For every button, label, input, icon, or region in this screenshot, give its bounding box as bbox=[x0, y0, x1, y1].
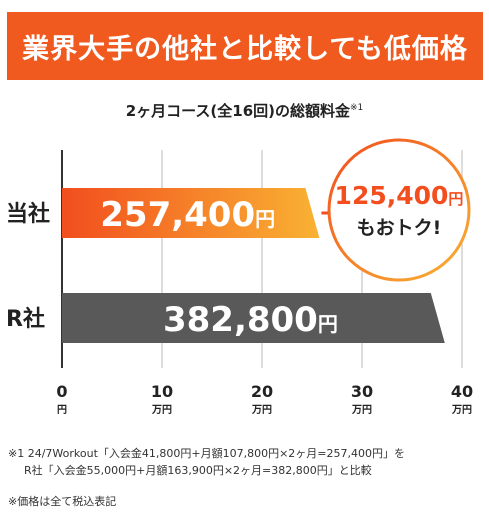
category-label: R社 bbox=[6, 306, 45, 332]
callout-text: もおトク! bbox=[357, 217, 442, 239]
tick-unit: 万円 bbox=[151, 404, 172, 416]
bar-competitor bbox=[62, 293, 445, 343]
tick-label: 40 bbox=[451, 382, 473, 401]
headline-banner: 業界大手の他社と比較しても低価格 bbox=[7, 12, 483, 80]
footnote-1: ※1 24/7Workout「入会金41,800円+月額107,800円×2ヶ月… bbox=[8, 447, 406, 460]
headline-title: 業界大手の他社と比較しても低価格 bbox=[22, 33, 468, 65]
footnote-tax: ※価格は全て税込表記 bbox=[8, 495, 117, 508]
chart-title-text: 2ヶ月コース(全16回)の総額料金 bbox=[125, 102, 350, 120]
chart-title-note-mark: ※1 bbox=[350, 103, 364, 113]
chart-title: 2ヶ月コース(全16回)の総額料金※1 bbox=[0, 100, 489, 121]
tick-unit: 万円 bbox=[351, 404, 372, 416]
tick-label: 10 bbox=[151, 382, 173, 401]
tick-unit: 万円 bbox=[251, 404, 272, 416]
bar-value-unit: 円 bbox=[318, 312, 338, 336]
bar-value-label: 382,800円 bbox=[163, 300, 338, 340]
tick-unit: 円 bbox=[57, 404, 67, 416]
bar-own bbox=[62, 188, 320, 238]
callout-amount-unit: 円 bbox=[448, 190, 463, 208]
bar-value-label: 257,400円 bbox=[100, 195, 275, 235]
callout-circle bbox=[327, 138, 471, 282]
tick-label: 30 bbox=[351, 382, 373, 401]
footnotes: ※1 24/7Workout「入会金41,800円+月額107,800円×2ヶ月… bbox=[8, 445, 484, 510]
category-label: 当社 bbox=[6, 201, 50, 227]
bar-value-unit: 円 bbox=[255, 207, 275, 231]
tick-unit: 万円 bbox=[451, 404, 472, 416]
tick-label: 0 bbox=[56, 382, 67, 401]
footnote-2: R社「入会金55,000円+月額163,900円×2ヶ月=382,800円」と比… bbox=[24, 464, 372, 477]
callout-amount: 125,400円 bbox=[335, 181, 464, 210]
tick-label: 20 bbox=[251, 382, 273, 401]
